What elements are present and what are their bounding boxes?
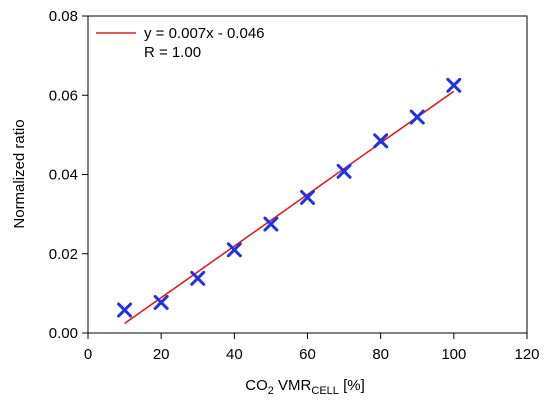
x-axis-ticks: 0 20 40 60 80 100 120	[84, 333, 540, 363]
data-point	[263, 216, 279, 232]
x-tick-label: 60	[299, 346, 316, 363]
x-tick-label: 100	[441, 346, 466, 363]
x-tick-label: 0	[84, 346, 92, 363]
y-tick-label: 0.06	[49, 87, 78, 104]
x-tick-label: 80	[372, 346, 389, 363]
legend-text: y = 0.007x - 0.046	[144, 25, 265, 42]
plot-frame	[87, 15, 528, 334]
y-axis-ticks: 0.00 0.02 0.04 0.06 0.08	[49, 8, 88, 342]
legend: y = 0.007x - 0.046 R = 1.00	[96, 25, 265, 61]
legend-text: R = 1.00	[144, 44, 201, 61]
x-tick-label: 40	[226, 346, 243, 363]
y-tick-label: 0.04	[49, 167, 78, 184]
x-tick-label: 120	[514, 346, 539, 363]
data-point	[336, 163, 352, 179]
fit-line-group	[124, 90, 455, 325]
y-axis-label: Normalized ratio	[11, 119, 28, 228]
data-point	[226, 242, 242, 258]
data-point	[373, 133, 389, 149]
x-axis-label: CO2 VMRCELL [%]	[245, 377, 365, 397]
data-points	[117, 77, 462, 318]
data-point	[190, 270, 206, 286]
data-point	[117, 302, 133, 318]
x-tick-label: 20	[153, 346, 170, 363]
data-point	[153, 294, 169, 310]
plot-border	[87, 15, 528, 334]
fit-line	[124, 90, 455, 325]
y-tick-label: 0.02	[49, 246, 78, 263]
data-point	[446, 77, 462, 93]
y-tick-label: 0.00	[49, 325, 78, 342]
y-tick-label: 0.08	[49, 8, 78, 25]
data-point	[409, 109, 425, 125]
data-point	[300, 189, 315, 205]
